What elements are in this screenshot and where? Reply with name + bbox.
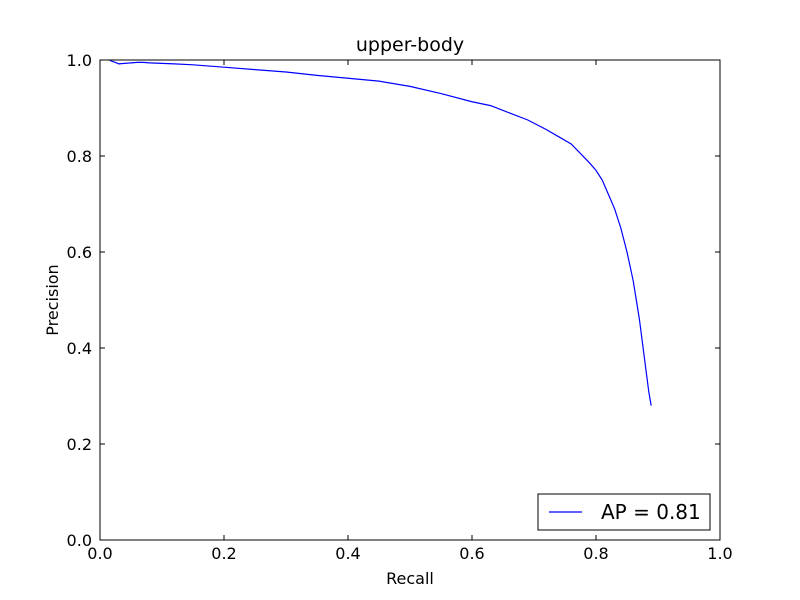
chart-title: upper-body (356, 34, 464, 56)
y-tick-label: 0.6 (67, 243, 92, 262)
legend: AP = 0.81 (537, 493, 711, 531)
x-axis-title: Recall (386, 569, 434, 588)
y-axis-title: Precision (43, 264, 62, 335)
x-tick-label: 0.8 (583, 544, 608, 563)
legend-label: AP = 0.81 (601, 500, 701, 524)
y-tick-label: 0.0 (67, 531, 92, 550)
y-tick-label: 1.0 (67, 51, 92, 70)
plot-frame (99, 59, 721, 541)
x-tick-label: 1.0 (707, 544, 732, 563)
y-tick-label: 0.8 (67, 147, 92, 166)
y-tick-label: 0.2 (67, 435, 92, 454)
series-line (109, 59, 652, 406)
x-tick-label: 0.4 (335, 544, 360, 563)
x-tick-label: 0.2 (211, 544, 236, 563)
x-tick-label: 0.6 (459, 544, 484, 563)
x-tick-label: 0.0 (87, 544, 112, 563)
y-tick-label: 0.4 (67, 339, 92, 358)
